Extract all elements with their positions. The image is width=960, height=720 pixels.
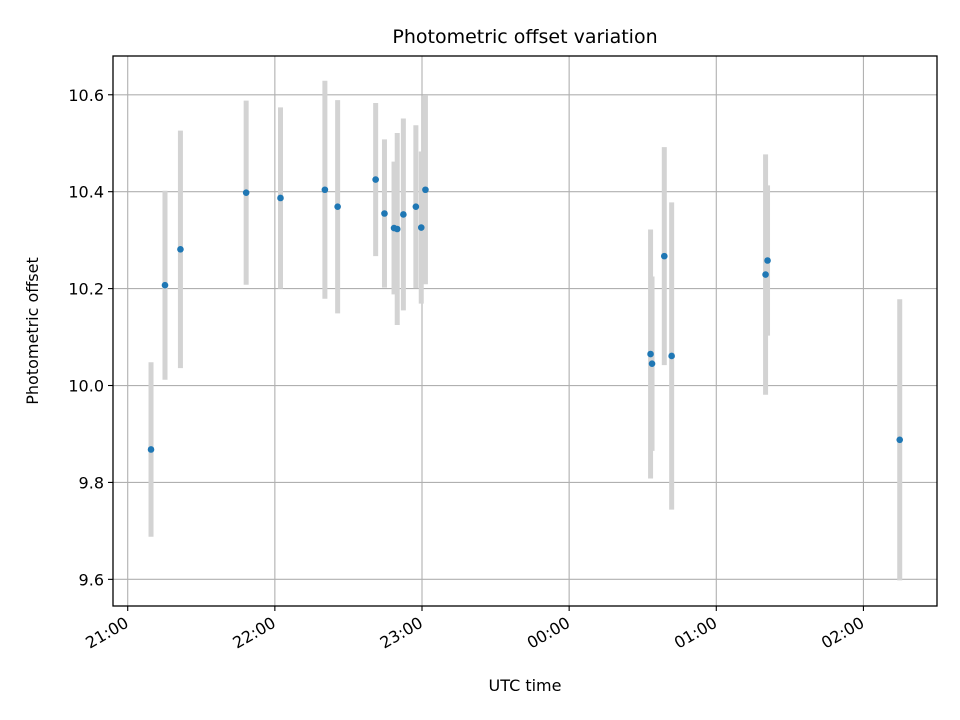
y-tick-label: 9.6	[79, 570, 104, 589]
y-tick-label: 10.0	[68, 377, 104, 396]
data-point	[417, 224, 425, 231]
y-axis-ticks: 9.6 9.8 10.0 10.2 10.4 10.6	[68, 86, 113, 589]
y-tick-label: 9.8	[79, 473, 104, 492]
data-point	[242, 189, 250, 196]
data-point	[647, 350, 654, 358]
y-tick-label: 10.4	[68, 183, 104, 202]
data-point	[381, 210, 388, 217]
x-axis-label: UTC time	[489, 676, 562, 695]
chart-title: Photometric offset variation	[392, 26, 657, 48]
data-point	[412, 203, 420, 211]
data-point	[764, 257, 771, 264]
plot-frame	[112, 55, 938, 607]
data-point	[668, 352, 675, 360]
data-point	[393, 225, 401, 233]
data-point	[334, 203, 341, 211]
data-point	[177, 246, 184, 253]
y-tick-label: 10.6	[68, 86, 104, 105]
data-point	[648, 360, 656, 368]
y-axis-label: Photometric offset	[23, 257, 42, 405]
data-point	[321, 186, 329, 194]
grid-lines	[113, 56, 937, 606]
data-point	[147, 446, 155, 453]
data-point	[372, 176, 379, 183]
data-point	[277, 194, 284, 202]
data-point	[161, 281, 169, 289]
data-points	[147, 176, 904, 453]
data-point	[660, 252, 668, 260]
y-tick-label: 10.2	[68, 280, 104, 299]
data-point	[762, 271, 769, 278]
data-point	[422, 186, 429, 194]
data-point	[896, 436, 904, 444]
data-point	[400, 211, 407, 218]
